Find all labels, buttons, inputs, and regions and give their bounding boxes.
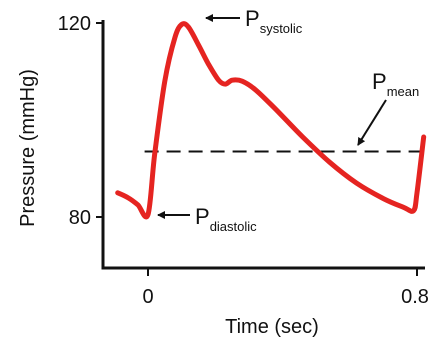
- mean-label: Pmean: [372, 69, 419, 99]
- diastolic-label-main: P: [195, 204, 210, 229]
- systolic-label: Psystolic: [245, 6, 303, 36]
- y-tick-label-120: 120: [58, 13, 91, 35]
- x-tick-label-0: 0: [142, 286, 153, 308]
- y-tick-label-80: 80: [69, 207, 91, 229]
- systolic-label-main: P: [245, 6, 260, 31]
- diastolic-label: Pdiastolic: [195, 204, 257, 234]
- mean-label-main: P: [372, 69, 387, 94]
- mean-label-sub: mean: [387, 84, 420, 99]
- pressure-curve: [115, 21, 427, 220]
- x-axis-label: Time (sec): [225, 316, 319, 338]
- mean-arrow: [357, 99, 387, 146]
- x-tick-label-0.8: 0.8: [401, 286, 429, 308]
- diastolic-label-sub: diastolic: [210, 219, 257, 234]
- systolic-label-sub: systolic: [260, 21, 303, 36]
- y-axis-label: Pressure (mmHg): [17, 69, 39, 227]
